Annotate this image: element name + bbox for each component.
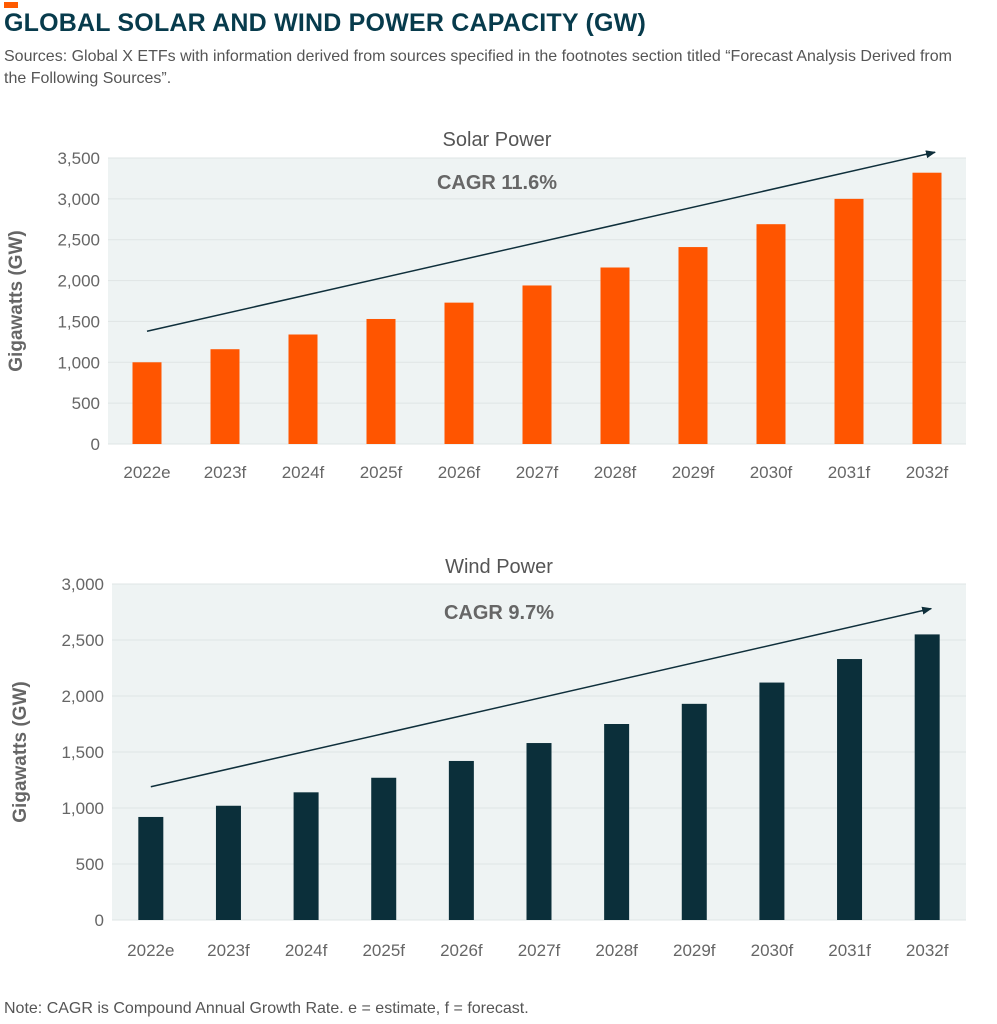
footnote: Note: CAGR is Compound Annual Growth Rat… — [4, 1000, 529, 1017]
y-tick-label: 2,500 — [57, 231, 100, 250]
x-tick-label: 2022e — [123, 463, 170, 482]
bar-2027f — [526, 743, 552, 920]
bar-2029f — [681, 703, 707, 920]
y-tick-label: 0 — [95, 911, 104, 930]
y-tick-label: 1,000 — [57, 353, 100, 372]
x-tick-label: 2026f — [438, 463, 481, 482]
y-tick-label: 3,000 — [61, 575, 104, 594]
bar-2032f — [912, 172, 942, 445]
bar-2024f — [288, 334, 318, 444]
trend-arrow — [150, 606, 933, 788]
x-tick-label: 2024f — [282, 463, 325, 482]
y-tick-label: 2,000 — [61, 687, 104, 706]
x-tick-label: 2024f — [285, 941, 328, 960]
y-tick-label: 1,500 — [57, 312, 100, 331]
bar-2023f — [215, 805, 241, 920]
bar-2022e — [132, 362, 162, 444]
y-axis-label: Gigawatts (GW) — [10, 681, 31, 822]
x-tick-label: 2027f — [518, 941, 561, 960]
wind-power-chart: 0 500 1,000 1,500 2,000 2,500 3,000 2022e 2023f 2… — [0, 540, 997, 970]
x-tick-label: 2031f — [828, 941, 871, 960]
accent-bar — [4, 2, 18, 8]
x-tick-label: 2026f — [440, 941, 483, 960]
bar-2030f — [756, 224, 786, 444]
x-tick-label: 2032f — [906, 463, 949, 482]
y-axis-label: Gigawatts (GW) — [6, 230, 27, 371]
x-tick-label: 2031f — [828, 463, 871, 482]
trend-arrow — [146, 150, 936, 332]
chart-title: Solar Power — [443, 129, 552, 151]
solar-chart-svg: 0 500 1,000 1,500 2,000 2,500 3,000 3,500 2022e 2… — [6, 129, 966, 482]
x-tick-label: 2023f — [204, 463, 247, 482]
x-tick-label: 2023f — [207, 941, 250, 960]
bar-2029f — [678, 247, 708, 444]
bar-2031f — [834, 198, 864, 444]
bar-2028f — [604, 724, 630, 920]
y-tick-label: 2,000 — [57, 272, 100, 291]
x-tick-label: 2029f — [672, 463, 715, 482]
bar-2026f — [448, 760, 474, 920]
x-tick-label: 2030f — [751, 941, 794, 960]
sources-text: Sources: Global X ETFs with information … — [4, 48, 952, 87]
y-tick-label: 0 — [91, 435, 100, 454]
cagr-annotation: CAGR 11.6% — [437, 172, 557, 194]
x-tick-label: 2030f — [750, 463, 793, 482]
bar-2024f — [293, 792, 319, 920]
wind-chart-svg: 0 500 1,000 1,500 2,000 2,500 3,000 2022e 2023f 2… — [10, 556, 966, 960]
x-tick-label: 2029f — [673, 941, 716, 960]
bar-2025f — [366, 318, 396, 444]
bar-2025f — [371, 777, 397, 920]
solar-power-chart: 0 500 1,000 1,500 2,000 2,500 3,000 3,500 2022e 2… — [0, 110, 997, 500]
y-tick-label: 1,000 — [61, 799, 104, 818]
y-tick-label: 2,500 — [61, 631, 104, 650]
bar-2028f — [600, 267, 630, 444]
chart-title: Wind Power — [445, 556, 553, 578]
y-tick-label: 3,000 — [57, 190, 100, 209]
bar-2032f — [914, 634, 940, 920]
cagr-annotation: CAGR 9.7% — [444, 602, 554, 624]
page-title: GLOBAL SOLAR AND WIND POWER CAPACITY (GW… — [4, 9, 646, 37]
y-tick-label: 500 — [72, 394, 100, 413]
x-tick-label: 2032f — [906, 941, 949, 960]
bar-2027f — [522, 285, 552, 444]
x-tick-label: 2027f — [516, 463, 559, 482]
bar-2030f — [759, 682, 785, 920]
y-tick-label: 1,500 — [61, 743, 104, 762]
x-tick-label: 2025f — [362, 941, 405, 960]
bar-2022e — [138, 816, 164, 920]
x-tick-label: 2028f — [594, 463, 637, 482]
x-tick-label: 2022e — [127, 941, 174, 960]
bar-2031f — [837, 659, 863, 920]
x-tick-label: 2025f — [360, 463, 403, 482]
y-tick-label: 500 — [76, 855, 104, 874]
x-tick-label: 2028f — [595, 941, 638, 960]
bar-2026f — [444, 302, 474, 444]
bar-2023f — [210, 349, 240, 444]
y-tick-label: 3,500 — [57, 149, 100, 168]
